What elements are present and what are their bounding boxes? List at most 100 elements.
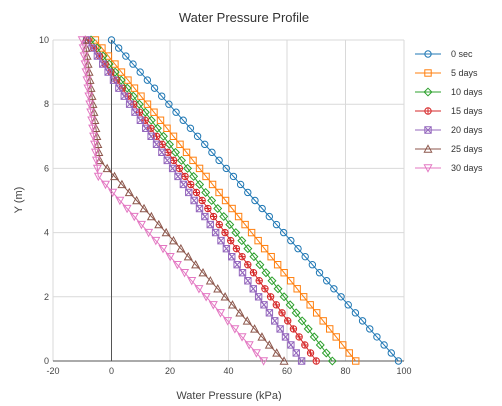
data-point (285, 300, 295, 310)
data-point (366, 325, 374, 333)
data-point (179, 116, 187, 124)
legend-marker (424, 50, 432, 58)
data-point (104, 52, 113, 60)
data-point (330, 285, 338, 293)
data-point (206, 220, 214, 229)
data-point (281, 333, 290, 341)
data-point (208, 301, 218, 310)
data-point (139, 203, 149, 213)
data-point (84, 92, 94, 101)
legend-item: 10 days (415, 87, 483, 97)
data-point (220, 292, 230, 301)
data-point (107, 36, 116, 44)
data-point (258, 204, 266, 213)
data-point (189, 171, 199, 181)
y-tick-label: 6 (44, 163, 49, 173)
data-point (170, 147, 180, 157)
data-point (86, 108, 96, 117)
data-point (294, 244, 302, 253)
data-point (176, 140, 184, 149)
series-5-days (91, 36, 360, 365)
data-point (183, 251, 193, 261)
y-tick-label: 10 (39, 35, 49, 45)
data-point (265, 212, 274, 221)
data-point (358, 317, 367, 325)
legend-marker (424, 69, 432, 77)
data-point (259, 357, 269, 366)
data-point (321, 348, 331, 358)
data-point (279, 356, 289, 365)
data-point (309, 332, 319, 342)
data-point (215, 156, 223, 165)
data-point (308, 261, 317, 269)
data-point (202, 172, 210, 181)
data-point (293, 285, 301, 293)
data-point (185, 188, 193, 197)
data-point (81, 43, 91, 52)
x-tick-label: 40 (223, 366, 233, 376)
data-point (332, 333, 340, 341)
data-point (301, 252, 309, 261)
data-point (115, 196, 125, 206)
data-point (213, 204, 223, 214)
data-point (195, 204, 204, 213)
legend-label: 15 days (451, 106, 483, 116)
data-point (267, 276, 277, 286)
legend: 0 sec 5 days 10 days 15 days 20 days 25 days 3… (415, 49, 483, 173)
data-point (236, 180, 245, 189)
data-point (172, 261, 182, 270)
data-point (117, 179, 127, 189)
data-point (271, 317, 279, 325)
data-point (161, 227, 171, 237)
data-point (352, 357, 360, 365)
data-point (136, 116, 145, 124)
data-point (143, 100, 152, 108)
data-point (163, 156, 171, 165)
data-point (90, 140, 100, 150)
data-point (219, 212, 229, 222)
data-point (249, 285, 257, 293)
data-point (79, 52, 89, 61)
data-point (228, 204, 236, 213)
data-point (272, 220, 281, 229)
data-point (77, 36, 87, 45)
data-point (205, 275, 215, 285)
data-point (279, 228, 288, 237)
data-point (312, 357, 320, 365)
data-point (94, 147, 104, 157)
x-tick-label: 100 (396, 366, 411, 376)
data-point (291, 308, 301, 318)
data-point (279, 292, 289, 302)
data-point (164, 139, 174, 149)
data-point (241, 220, 249, 229)
legend-marker (424, 126, 432, 134)
data-point (230, 325, 240, 334)
data-point (201, 187, 211, 197)
data-point (213, 284, 223, 293)
data-point (238, 269, 247, 277)
data-point (104, 68, 112, 76)
data-point (249, 269, 258, 277)
data-point (254, 293, 263, 301)
data-point (86, 83, 96, 92)
data-point (323, 277, 331, 285)
legend-label: 30 days (451, 163, 483, 173)
legend-label: 25 days (451, 144, 483, 154)
data-point (337, 293, 345, 301)
data-point (295, 333, 303, 341)
data-point (221, 196, 230, 205)
data-point (289, 325, 298, 333)
data-point (297, 316, 307, 326)
data-point (158, 244, 168, 254)
data-point (193, 132, 202, 141)
data-point (228, 252, 236, 261)
data-point (82, 51, 92, 60)
legend-item: 20 days (415, 125, 483, 135)
data-point (373, 333, 381, 341)
data-point (176, 243, 186, 253)
data-point (115, 84, 123, 92)
data-point (163, 124, 171, 132)
legend-item: 5 days (415, 68, 478, 78)
data-point (192, 188, 201, 197)
data-point (92, 131, 102, 140)
